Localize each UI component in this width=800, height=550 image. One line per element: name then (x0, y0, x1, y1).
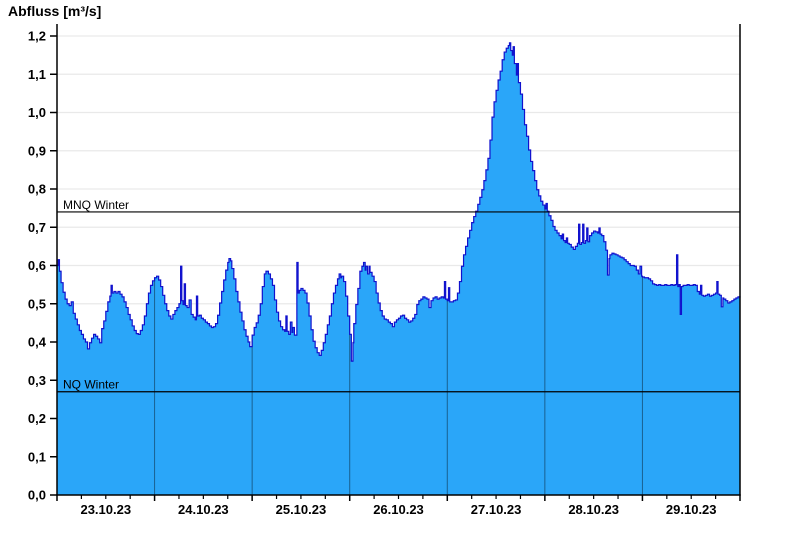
y-tick-label: 0,9 (28, 143, 46, 158)
reference-label-mnq-winter: MNQ Winter (63, 198, 129, 212)
y-tick-label: 0,0 (28, 488, 46, 503)
y-tick-label: 0,5 (28, 296, 46, 311)
x-tick-label: 23.10.23 (80, 502, 131, 517)
y-tick-label: 1,2 (28, 29, 46, 44)
x-tick-label: 25.10.23 (276, 502, 327, 517)
y-tick-label: 0,2 (28, 411, 46, 426)
x-tick-label: 29.10.23 (666, 502, 717, 517)
y-tick-label: 0,4 (28, 335, 47, 350)
y-tick-label: 0,3 (28, 373, 46, 388)
x-tick-label: 24.10.23 (178, 502, 229, 517)
x-tick-label: 28.10.23 (568, 502, 619, 517)
reference-label-nq-winter: NQ Winter (63, 378, 119, 392)
x-tick-label: 26.10.23 (373, 502, 424, 517)
y-tick-label: 1,1 (28, 67, 46, 82)
y-tick-label: 0,7 (28, 220, 46, 235)
discharge-line (57, 42, 741, 362)
y-tick-label: 0,8 (28, 182, 46, 197)
y-tick-label: 0,6 (28, 258, 46, 273)
discharge-area-fill (57, 42, 740, 495)
chart-title: Abfluss [m³/s] (8, 3, 102, 19)
y-tick-label: 1,0 (28, 105, 46, 120)
y-tick-label: 0,1 (28, 449, 46, 464)
x-tick-label: 27.10.23 (471, 502, 522, 517)
